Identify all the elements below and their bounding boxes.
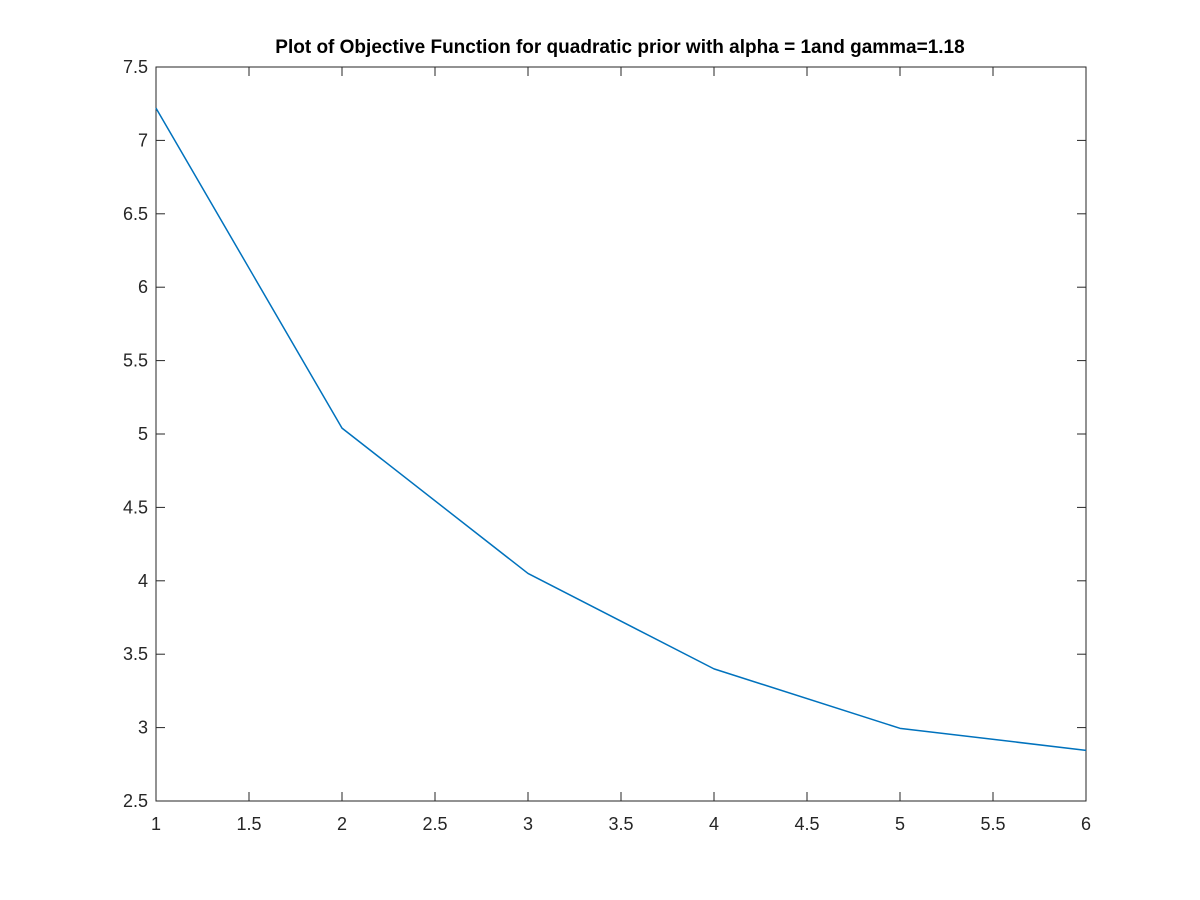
x-tick-label: 3.5 bbox=[608, 814, 633, 834]
y-tick-label: 3.5 bbox=[123, 644, 148, 664]
y-tick-label: 2.5 bbox=[123, 791, 148, 811]
x-tick-label: 4.5 bbox=[794, 814, 819, 834]
plot-area bbox=[155, 66, 1087, 802]
y-tick-label: 6.5 bbox=[123, 204, 148, 224]
y-tick-label: 7.5 bbox=[123, 57, 148, 77]
y-tick-label: 4.5 bbox=[123, 497, 148, 517]
x-tick-label: 3 bbox=[523, 814, 533, 834]
y-tick-label: 4 bbox=[138, 571, 148, 591]
y-tick-label: 6 bbox=[138, 277, 148, 297]
series-layer bbox=[155, 107, 1087, 752]
y-tick-label: 5.5 bbox=[123, 351, 148, 371]
y-tick-label: 7 bbox=[138, 130, 148, 150]
y-tick-label: 5 bbox=[138, 424, 148, 444]
series-line bbox=[155, 107, 1087, 752]
x-tick-label: 1.5 bbox=[236, 814, 261, 834]
x-tick-label: 6 bbox=[1081, 814, 1091, 834]
x-tick-label: 4 bbox=[709, 814, 719, 834]
x-tick-label: 1 bbox=[151, 814, 161, 834]
x-tick-label: 5.5 bbox=[980, 814, 1005, 834]
x-tick-label: 5 bbox=[895, 814, 905, 834]
x-tick-label: 2 bbox=[337, 814, 347, 834]
x-axis: 1 1.5 2 2.5 3 3.5 4 4.5 5 5.5 6 bbox=[151, 67, 1091, 834]
y-axis: 2.5 3 3.5 4 4.5 5 5.5 6 6.5 7 7.5 bbox=[123, 57, 1086, 811]
chart-title: Plot of Objective Function for quadratic… bbox=[275, 37, 964, 58]
y-tick-label: 3 bbox=[138, 718, 148, 738]
x-tick-label: 2.5 bbox=[422, 814, 447, 834]
